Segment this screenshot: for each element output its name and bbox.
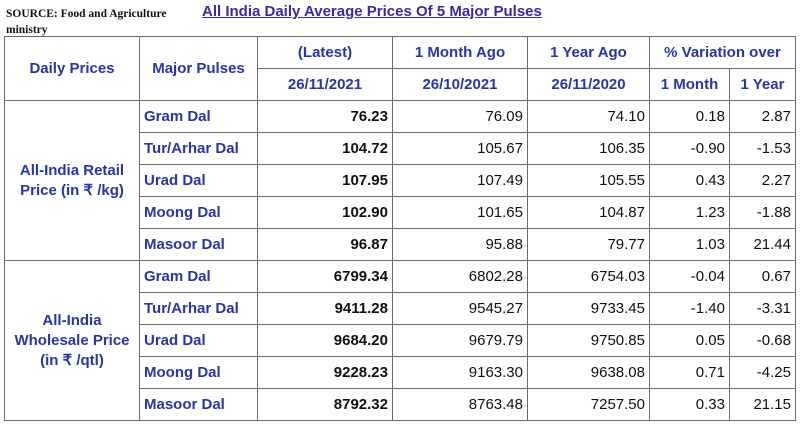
header-var-year: 1 Year bbox=[729, 68, 796, 101]
header-major-pulses: Major Pulses bbox=[139, 36, 258, 101]
pulse-name: Moong Dal bbox=[139, 196, 258, 229]
month-ago-price: 95.88 bbox=[392, 228, 528, 261]
year-ago-price: 74.10 bbox=[527, 100, 650, 133]
month-ago-price: 9679.79 bbox=[392, 324, 528, 357]
month-ago-price: 9163.30 bbox=[392, 356, 528, 389]
variation-month: 0.71 bbox=[649, 356, 730, 389]
month-ago-price: 76.09 bbox=[392, 100, 528, 133]
year-ago-price: 9638.08 bbox=[527, 356, 650, 389]
table-body: All-India Retail Price (in ₹ /kg) Gram Da… bbox=[4, 100, 796, 421]
year-ago-price: 7257.50 bbox=[527, 388, 650, 421]
header-date-month: 26/10/2021 bbox=[392, 68, 528, 101]
table-row: Masoor Dal 96.87 95.88 79.77 1.03 21.44 bbox=[5, 228, 796, 261]
latest-price: 9228.23 bbox=[257, 356, 393, 389]
table-row: Tur/Arhar Dal 104.72 105.67 106.35 -0.90 -1.5… bbox=[5, 132, 796, 165]
year-ago-price: 104.87 bbox=[527, 196, 650, 229]
year-ago-price: 9750.85 bbox=[527, 324, 650, 357]
pulse-name: Moong Dal bbox=[139, 356, 258, 389]
variation-month: 0.33 bbox=[649, 388, 730, 421]
pulse-prices-table: Daily Prices Major Pulses (Latest) 1 Mon… bbox=[4, 36, 796, 421]
year-ago-price: 106.35 bbox=[527, 132, 650, 165]
pulse-name: Gram Dal bbox=[139, 100, 258, 133]
year-ago-price: 9733.45 bbox=[527, 292, 650, 325]
pulse-name: Urad Dal bbox=[139, 324, 258, 357]
variation-month: 0.18 bbox=[649, 100, 730, 133]
pulse-name: Tur/Arhar Dal bbox=[139, 132, 258, 165]
pulse-name: Masoor Dal bbox=[139, 228, 258, 261]
page-title: All India Daily Average Prices Of 5 Majo… bbox=[202, 3, 542, 20]
latest-price: 107.95 bbox=[257, 164, 393, 197]
latest-price: 8792.32 bbox=[257, 388, 393, 421]
variation-year: -3.31 bbox=[729, 292, 796, 325]
variation-year: 21.44 bbox=[729, 228, 796, 261]
header-month-ago: 1 Month Ago bbox=[392, 36, 528, 69]
month-ago-price: 9545.27 bbox=[392, 292, 528, 325]
variation-month: 1.23 bbox=[649, 196, 730, 229]
header-year-ago: 1 Year Ago bbox=[527, 36, 650, 69]
pulse-name: Urad Dal bbox=[139, 164, 258, 197]
month-ago-price: 107.49 bbox=[392, 164, 528, 197]
header-variation: % Variation over bbox=[649, 36, 796, 69]
variation-year: -1.88 bbox=[729, 196, 796, 229]
table-row: All-India Wholesale Price (in ₹ /qtl) Gra… bbox=[4, 260, 796, 421]
table-row: Tur/Arhar Dal 9411.28 9545.27 9733.45 -1.40-… bbox=[5, 292, 796, 325]
variation-year: -1.53 bbox=[729, 132, 796, 165]
group-label: All-India Retail Price (in ₹ /kg) bbox=[4, 100, 140, 261]
header-date-latest: 26/11/2021 bbox=[257, 68, 393, 101]
year-ago-price: 105.55 bbox=[527, 164, 650, 197]
month-ago-price: 6802.28 bbox=[392, 260, 528, 293]
group-label: All-India Wholesale Price (in ₹ /qtl) bbox=[4, 260, 140, 421]
variation-month: -0.04 bbox=[649, 260, 730, 293]
header-daily-prices: Daily Prices bbox=[4, 36, 140, 101]
variation-month: 0.05 bbox=[649, 324, 730, 357]
table-row: Moong Dal 102.90 101.65 104.87 1.23 -1.88 bbox=[5, 196, 796, 229]
header-var-month: 1 Month bbox=[649, 68, 730, 101]
header-date-year: 26/11/2020 bbox=[527, 68, 650, 101]
source-note: SOURCE: Food and Agriculture ministry bbox=[6, 8, 167, 36]
latest-price: 9411.28 bbox=[257, 292, 393, 325]
variation-month: 0.43 bbox=[649, 164, 730, 197]
pulse-name: Gram Dal bbox=[139, 260, 258, 293]
month-ago-price: 105.67 bbox=[392, 132, 528, 165]
variation-year: 21.15 bbox=[729, 388, 796, 421]
latest-price: 76.23 bbox=[257, 100, 393, 133]
latest-price: 104.72 bbox=[257, 132, 393, 165]
year-ago-price: 6754.03 bbox=[527, 260, 650, 293]
month-ago-price: 8763.48 bbox=[392, 388, 528, 421]
latest-price: 96.87 bbox=[257, 228, 393, 261]
latest-price: 6799.34 bbox=[257, 260, 393, 293]
variation-year: 2.27 bbox=[729, 164, 796, 197]
variation-month: -0.90 bbox=[649, 132, 730, 165]
header-latest: (Latest) bbox=[257, 36, 393, 69]
variation-month: 1.03 bbox=[649, 228, 730, 261]
year-ago-price: 79.77 bbox=[527, 228, 650, 261]
table-row: All-India Retail Price (in ₹ /kg) Gram Da… bbox=[4, 100, 796, 261]
variation-year: -0.68 bbox=[729, 324, 796, 357]
latest-price: 9684.20 bbox=[257, 324, 393, 357]
table-row: Urad Dal 9684.20 9679.79 9750.85 0.05 -0.68 bbox=[5, 324, 796, 357]
month-ago-price: 101.65 bbox=[392, 196, 528, 229]
variation-year: 2.87 bbox=[729, 100, 796, 133]
variation-year: 0.67 bbox=[729, 260, 796, 293]
table-row: Urad Dal 107.95 107.49 105.55 0.43 2.27 bbox=[5, 164, 796, 197]
pulse-name: Tur/Arhar Dal bbox=[139, 292, 258, 325]
latest-price: 102.90 bbox=[257, 196, 393, 229]
variation-year: -4.25 bbox=[729, 356, 796, 389]
variation-month: -1.40 bbox=[649, 292, 730, 325]
table-row: Masoor Dal 8792.32 8763.48 7257.50 0.33 21.15 bbox=[5, 388, 796, 421]
pulse-name: Masoor Dal bbox=[139, 388, 258, 421]
